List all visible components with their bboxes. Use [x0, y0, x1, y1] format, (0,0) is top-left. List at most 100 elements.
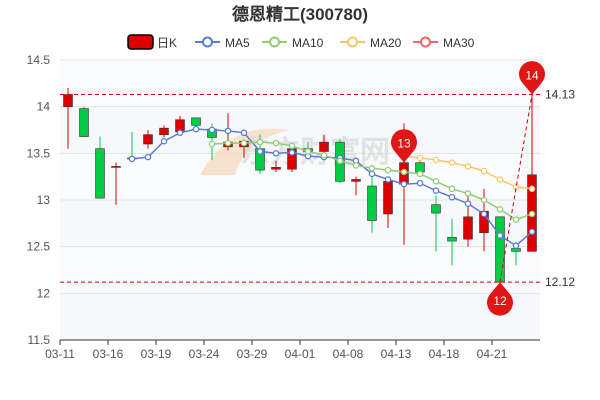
ma10-point [272, 139, 280, 147]
candle-body [351, 179, 361, 182]
pin-label: 13 [397, 137, 411, 151]
ma5-point [256, 148, 264, 155]
candle-body [111, 166, 121, 168]
candle [431, 195, 441, 252]
ma10-point [224, 139, 232, 147]
chart-title: 德恩精工(300780) [232, 4, 368, 24]
candle [79, 106, 89, 137]
x-tick-label: 04-08 [333, 347, 364, 361]
x-tick-label: 03-29 [237, 347, 268, 361]
ma10-point [480, 196, 488, 204]
ma5-point [384, 176, 392, 183]
legend-dot [202, 36, 213, 48]
y-tick-label: 13 [37, 193, 51, 207]
legend-item-ma20[interactable]: MA20 [340, 36, 402, 50]
ma5-point [480, 210, 488, 218]
pin-shape [519, 61, 546, 95]
pin-marker-13: 13 [390, 129, 418, 163]
candle-body [447, 237, 457, 242]
grid-band [60, 293, 540, 340]
ma20-point [448, 159, 456, 166]
x-tick-label: 03-19 [141, 347, 172, 361]
pin-label: 12 [493, 294, 507, 308]
pin-marker-12: 12 [487, 282, 514, 316]
ma20-point [464, 163, 472, 170]
candle [367, 176, 377, 233]
legend-item-kline[interactable]: 日K [127, 34, 177, 50]
y-tick-label: 14.5 [27, 53, 51, 67]
ma20-point [528, 185, 536, 193]
grid-band [60, 106, 540, 154]
legend-label-ma10: MA10 [292, 36, 324, 50]
pin-marker-14: 14 [519, 61, 546, 95]
candle [447, 218, 457, 266]
watermark-logo [200, 128, 290, 175]
ma5-point [192, 125, 200, 133]
x-tick-label: 04-01 [285, 347, 316, 361]
ma5-point [208, 126, 216, 134]
ma10-point [336, 157, 344, 165]
legend-item-ma30[interactable]: MA30 [413, 36, 475, 50]
grid-band [60, 60, 540, 107]
x-tick-label: 04-18 [429, 347, 460, 361]
chart-legend[interactable]: 日K MA5 MA10 MA20 MA30 [127, 34, 475, 50]
candle-body [271, 167, 281, 170]
grid-band [60, 246, 540, 294]
x-tick-label: 04-13 [381, 347, 412, 361]
ma10-point [240, 139, 248, 147]
ma10-point [464, 190, 472, 197]
ma5-point [528, 228, 536, 235]
ma10-point [352, 162, 360, 169]
ma10-point [432, 178, 440, 185]
legend-kline-swatch [127, 34, 154, 50]
candle-body [495, 216, 505, 283]
ma10-point [368, 165, 376, 172]
ma10-point [320, 151, 328, 159]
ma5-point [464, 200, 472, 207]
ma10-point [256, 138, 264, 146]
y-tick-label: 14 [37, 100, 51, 114]
ma5-point [496, 232, 504, 239]
reference-lines: 14.13 12.12 [60, 88, 575, 289]
ma5-point [368, 170, 376, 178]
legend-kline-label: 日K [157, 36, 177, 50]
candle [159, 125, 169, 138]
candle [271, 160, 281, 172]
ma5-point [416, 179, 424, 187]
ma5-point [448, 193, 456, 201]
y-tick-label: 13.5 [27, 146, 51, 160]
ma5-point [400, 180, 408, 188]
candle [143, 130, 153, 149]
ma10-point [400, 168, 408, 176]
ma5-point [224, 127, 232, 135]
pin-shape [390, 129, 418, 163]
candle-body [383, 181, 393, 215]
x-tick-label: 03-11 [45, 347, 75, 361]
candle-body [367, 185, 377, 221]
y-tick-label: 11.5 [28, 333, 51, 347]
candle [495, 216, 505, 283]
y-tick-label: 12 [37, 286, 51, 300]
ma5-point [288, 149, 296, 156]
ma10-point [384, 166, 392, 174]
legend-dot [420, 36, 431, 48]
candle [111, 162, 121, 205]
x-tick-label: 03-24 [189, 347, 220, 361]
legend-item-ma10[interactable]: MA10 [262, 36, 324, 50]
ma5-point [272, 150, 280, 157]
axes: 11.5 12 12.5 13 13.5 14 14.5 03-11 03-16 03-19 03-… [27, 53, 540, 361]
legend-item-ma5[interactable]: MA5 [195, 36, 250, 50]
candle-body [95, 148, 105, 199]
legend-dot [269, 36, 280, 48]
ref-line-label: 12.12 [545, 275, 575, 289]
pin-label: 14 [525, 69, 539, 83]
candle-body [431, 204, 441, 214]
ma10-point [208, 140, 216, 148]
candle [95, 136, 105, 199]
candle [191, 117, 201, 128]
ref-line-label: 14.13 [545, 88, 575, 102]
candle [319, 134, 329, 154]
ma10-point [416, 170, 424, 178]
